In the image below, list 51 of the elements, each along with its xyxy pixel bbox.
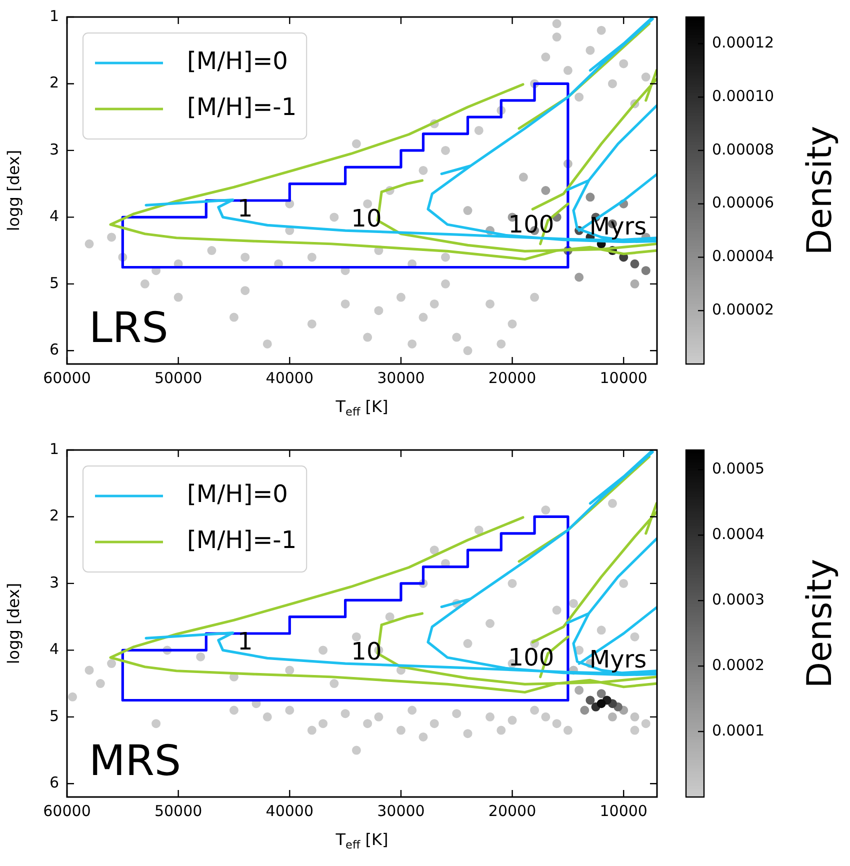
color-bar-label: 0.0005 <box>712 460 764 478</box>
y-tick-label: 2 <box>49 506 59 525</box>
annotation: 10 <box>351 637 382 666</box>
color-bar-label: 0.00008 <box>712 140 774 158</box>
y-axis-title: logg [dex] <box>4 150 24 232</box>
color-bar-label: 0.0003 <box>712 590 764 608</box>
y-tick-label: 1 <box>49 440 59 458</box>
color-bar-label: 0.00002 <box>712 300 774 319</box>
y-tick-label: 1 <box>49 6 59 25</box>
y-tick-label: 4 <box>49 207 59 226</box>
legend-label: [M/H]=0 <box>187 47 288 76</box>
x-tick-label: 10000 <box>600 802 648 820</box>
y-tick-label: 6 <box>49 774 59 792</box>
x-tick-label: 20000 <box>488 368 536 387</box>
x-tick-label: 10000 <box>600 368 648 387</box>
legend-label: [M/H]=-1 <box>187 526 297 554</box>
x-tick-label: 50000 <box>154 802 202 820</box>
y-tick-label: 4 <box>49 640 59 658</box>
color-bar-label: 0.00012 <box>712 34 774 52</box>
x-tick-label: 30000 <box>377 368 425 387</box>
color-bar-label: 0.00006 <box>712 194 774 212</box>
color-bar-label: 0.0001 <box>712 721 764 740</box>
y-tick-label: 3 <box>49 140 59 158</box>
annotation: 1 <box>237 627 253 656</box>
color-bar-title: Density <box>800 558 840 688</box>
color-bar-label: 0.00004 <box>712 247 774 266</box>
color-bar-label: 0.00010 <box>712 86 774 105</box>
color-bar-label: 0.0002 <box>712 656 764 674</box>
y-tick-label: 5 <box>49 706 59 725</box>
legend-label: [M/H]=0 <box>187 480 288 508</box>
x-tick-label: 60000 <box>43 802 91 820</box>
x-tick-label: 60000 <box>43 368 91 387</box>
x-tick-label: 50000 <box>154 368 202 387</box>
annotation: Myrs <box>589 645 647 674</box>
y-axis-title: logg [dex] <box>4 582 24 664</box>
x-tick-label: 40000 <box>266 802 314 820</box>
annotation: 10 <box>351 204 382 232</box>
y-tick-label: 2 <box>49 74 59 92</box>
x-tick-label: 30000 <box>377 802 425 820</box>
color-bar-label: 0.0004 <box>712 525 764 544</box>
annotation: LRS <box>89 303 168 352</box>
annotation: 1 <box>237 194 253 222</box>
x-tick-label: 40000 <box>266 368 314 387</box>
y-tick-label: 6 <box>49 340 59 359</box>
x-tick-label: 20000 <box>488 802 536 820</box>
annotation: MRS <box>89 736 182 785</box>
y-tick-label: 5 <box>49 274 59 292</box>
legend-label: [M/H]=-1 <box>187 93 297 122</box>
annotation: Myrs <box>589 212 647 240</box>
y-tick-label: 3 <box>49 573 59 592</box>
color-bar-title: Density <box>800 126 840 256</box>
